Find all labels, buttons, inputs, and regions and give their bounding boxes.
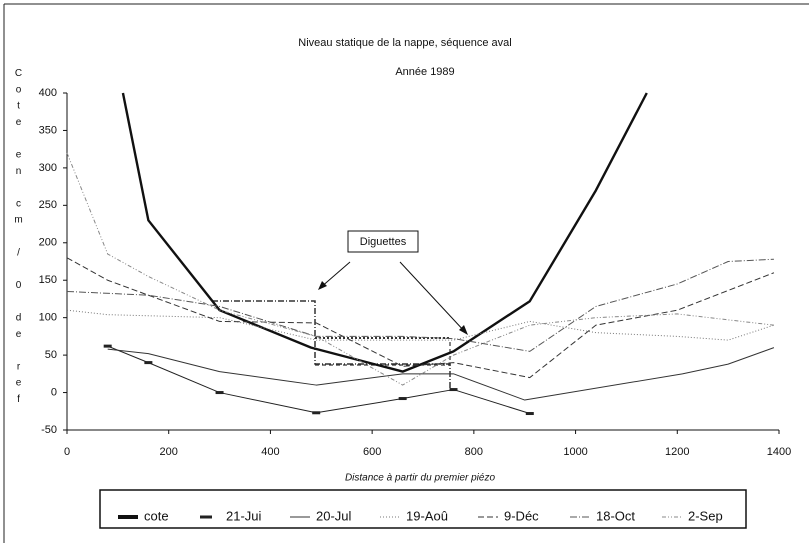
legend-label: 18-Oct xyxy=(596,508,635,523)
legend-label: cote xyxy=(144,508,169,523)
arrow-head xyxy=(318,281,327,290)
annotation-box xyxy=(347,230,419,253)
x-tick-label: 0 xyxy=(64,446,70,458)
x-tick-label: 1200 xyxy=(665,446,689,458)
annotation: Diguettes xyxy=(360,236,407,248)
y-tick-label: 150 xyxy=(39,274,57,286)
y-tick-label: -50 xyxy=(41,424,57,436)
arrow xyxy=(399,261,467,334)
y-tick-label: 50 xyxy=(45,349,57,361)
x-tick-label: 600 xyxy=(363,446,381,458)
legend-label: 2-Sep xyxy=(688,508,723,523)
arrow xyxy=(319,261,351,289)
y-tick-label: 250 xyxy=(39,199,57,211)
y-tick-label: 400 xyxy=(39,87,57,99)
series-line xyxy=(107,345,530,415)
y-axis-label: Cote en cm / 0 de ref xyxy=(13,68,24,411)
chart-subtitle: Année 1989 xyxy=(395,66,454,78)
chart-title: Niveau statique de la nappe, séquence av… xyxy=(298,37,511,49)
arrow-head xyxy=(459,325,468,335)
series-line xyxy=(66,257,775,379)
y-tick-label: 200 xyxy=(39,237,57,249)
legend-label: 20-Jul xyxy=(316,508,352,523)
series-line xyxy=(66,258,774,352)
x-axis-label: Distance à partir du premier piézo xyxy=(345,473,496,484)
y-tick-label: 300 xyxy=(39,162,57,174)
x-tick-label: 400 xyxy=(261,446,279,458)
x-tick-label: 1400 xyxy=(767,446,791,458)
y-tick-label: 350 xyxy=(39,124,57,136)
series-line xyxy=(107,347,775,401)
y-tick-label: 0 xyxy=(51,386,57,398)
x-tick-label: 800 xyxy=(465,446,483,458)
legend-box xyxy=(99,489,747,529)
y-tick-label: 100 xyxy=(39,312,57,324)
diguette xyxy=(315,338,451,366)
x-tick-label: 1000 xyxy=(563,446,587,458)
legend-label: 19-Aoû xyxy=(406,508,448,523)
legend-label: 21-Jui xyxy=(226,508,262,523)
x-tick-label: 200 xyxy=(160,446,178,458)
series-line xyxy=(66,309,775,341)
legend-label: 9-Déc xyxy=(504,508,539,523)
series-line xyxy=(121,92,648,373)
series-line xyxy=(66,152,774,386)
